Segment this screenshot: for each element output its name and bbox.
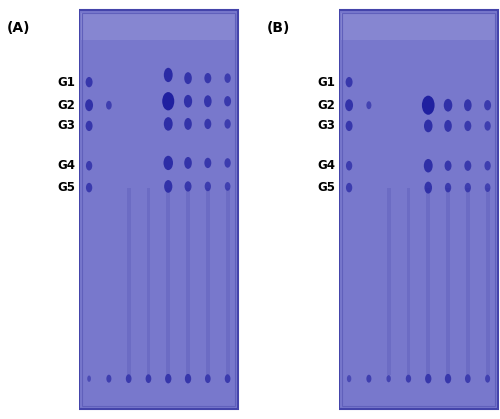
- Ellipse shape: [184, 72, 192, 84]
- Ellipse shape: [464, 121, 471, 131]
- Text: G3: G3: [318, 119, 335, 132]
- Ellipse shape: [204, 73, 212, 83]
- Ellipse shape: [445, 183, 451, 192]
- Ellipse shape: [86, 77, 92, 87]
- Ellipse shape: [424, 182, 432, 194]
- Ellipse shape: [86, 161, 92, 171]
- Bar: [186, 188, 190, 375]
- Ellipse shape: [87, 375, 91, 382]
- Ellipse shape: [146, 374, 152, 383]
- Ellipse shape: [444, 99, 452, 111]
- Ellipse shape: [347, 375, 352, 382]
- Ellipse shape: [185, 374, 191, 383]
- Ellipse shape: [106, 101, 112, 110]
- Ellipse shape: [184, 118, 192, 130]
- Text: G4: G4: [57, 159, 75, 172]
- Text: G4: G4: [317, 159, 335, 172]
- Ellipse shape: [444, 160, 452, 171]
- Ellipse shape: [406, 375, 411, 383]
- Bar: [80, 13, 236, 40]
- Ellipse shape: [224, 73, 231, 83]
- Ellipse shape: [86, 121, 92, 131]
- Bar: [426, 188, 430, 375]
- Text: G5: G5: [317, 181, 335, 194]
- Ellipse shape: [204, 119, 212, 129]
- Ellipse shape: [85, 99, 93, 111]
- Text: G1: G1: [318, 75, 335, 89]
- Bar: [79, 10, 237, 409]
- Text: G2: G2: [58, 99, 75, 112]
- Ellipse shape: [204, 158, 212, 168]
- Ellipse shape: [224, 158, 231, 168]
- Ellipse shape: [445, 374, 451, 383]
- Ellipse shape: [205, 374, 210, 383]
- Ellipse shape: [225, 374, 230, 383]
- Bar: [0, 0, 79, 419]
- Bar: [342, 13, 495, 406]
- Bar: [466, 188, 469, 375]
- Bar: [260, 0, 339, 419]
- Bar: [486, 188, 490, 375]
- Ellipse shape: [444, 120, 452, 132]
- Ellipse shape: [366, 375, 372, 383]
- Bar: [387, 188, 390, 375]
- Ellipse shape: [224, 119, 231, 129]
- Ellipse shape: [425, 374, 432, 383]
- Bar: [340, 13, 496, 40]
- Text: G5: G5: [57, 181, 75, 194]
- Bar: [446, 188, 450, 375]
- Ellipse shape: [184, 95, 192, 108]
- Ellipse shape: [164, 180, 172, 193]
- Text: G1: G1: [58, 75, 75, 89]
- Ellipse shape: [366, 101, 372, 109]
- Bar: [406, 188, 410, 375]
- Ellipse shape: [204, 182, 211, 191]
- Ellipse shape: [424, 159, 432, 173]
- Ellipse shape: [422, 96, 434, 115]
- Ellipse shape: [204, 95, 212, 107]
- Ellipse shape: [485, 375, 490, 383]
- Ellipse shape: [224, 96, 231, 106]
- Bar: [226, 188, 230, 375]
- Bar: [339, 10, 498, 409]
- Ellipse shape: [162, 92, 174, 110]
- Ellipse shape: [464, 160, 471, 171]
- Ellipse shape: [184, 157, 192, 169]
- Text: (B): (B): [267, 21, 290, 35]
- Ellipse shape: [86, 183, 92, 192]
- Ellipse shape: [184, 181, 192, 191]
- Ellipse shape: [464, 99, 471, 111]
- Bar: [82, 13, 235, 406]
- Text: G3: G3: [58, 119, 75, 132]
- Ellipse shape: [346, 121, 352, 131]
- Ellipse shape: [346, 77, 352, 87]
- Ellipse shape: [484, 161, 491, 171]
- Ellipse shape: [465, 374, 470, 383]
- Ellipse shape: [386, 375, 391, 382]
- Ellipse shape: [164, 68, 172, 82]
- Ellipse shape: [424, 119, 432, 132]
- Ellipse shape: [484, 100, 491, 110]
- Ellipse shape: [106, 375, 112, 383]
- Ellipse shape: [484, 121, 491, 131]
- Ellipse shape: [165, 374, 172, 383]
- Text: G2: G2: [318, 99, 335, 112]
- Ellipse shape: [164, 117, 172, 131]
- Ellipse shape: [346, 161, 352, 171]
- Ellipse shape: [346, 183, 352, 192]
- Bar: [206, 188, 210, 375]
- Ellipse shape: [225, 182, 230, 191]
- Bar: [127, 188, 130, 375]
- Bar: [146, 188, 150, 375]
- Text: (A): (A): [7, 21, 30, 35]
- Bar: [166, 188, 170, 375]
- Ellipse shape: [345, 99, 353, 111]
- Ellipse shape: [126, 374, 132, 383]
- Ellipse shape: [485, 183, 490, 192]
- Ellipse shape: [164, 156, 173, 170]
- Ellipse shape: [464, 183, 471, 192]
